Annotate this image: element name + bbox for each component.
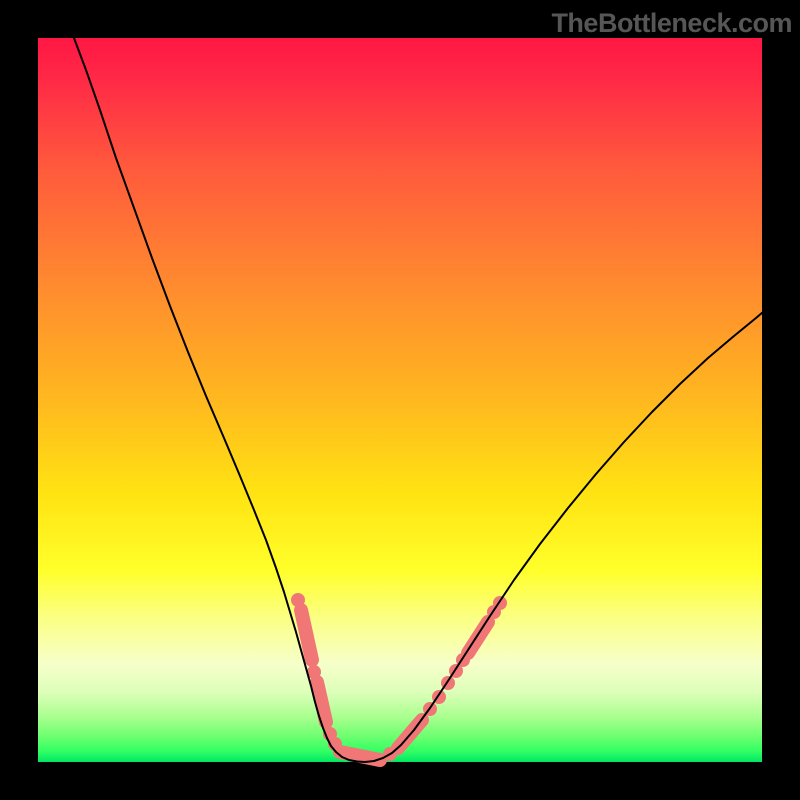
bottleneck-chart [0, 0, 800, 800]
plot-background [38, 38, 762, 762]
watermark-text: TheBottleneck.com [551, 8, 792, 39]
